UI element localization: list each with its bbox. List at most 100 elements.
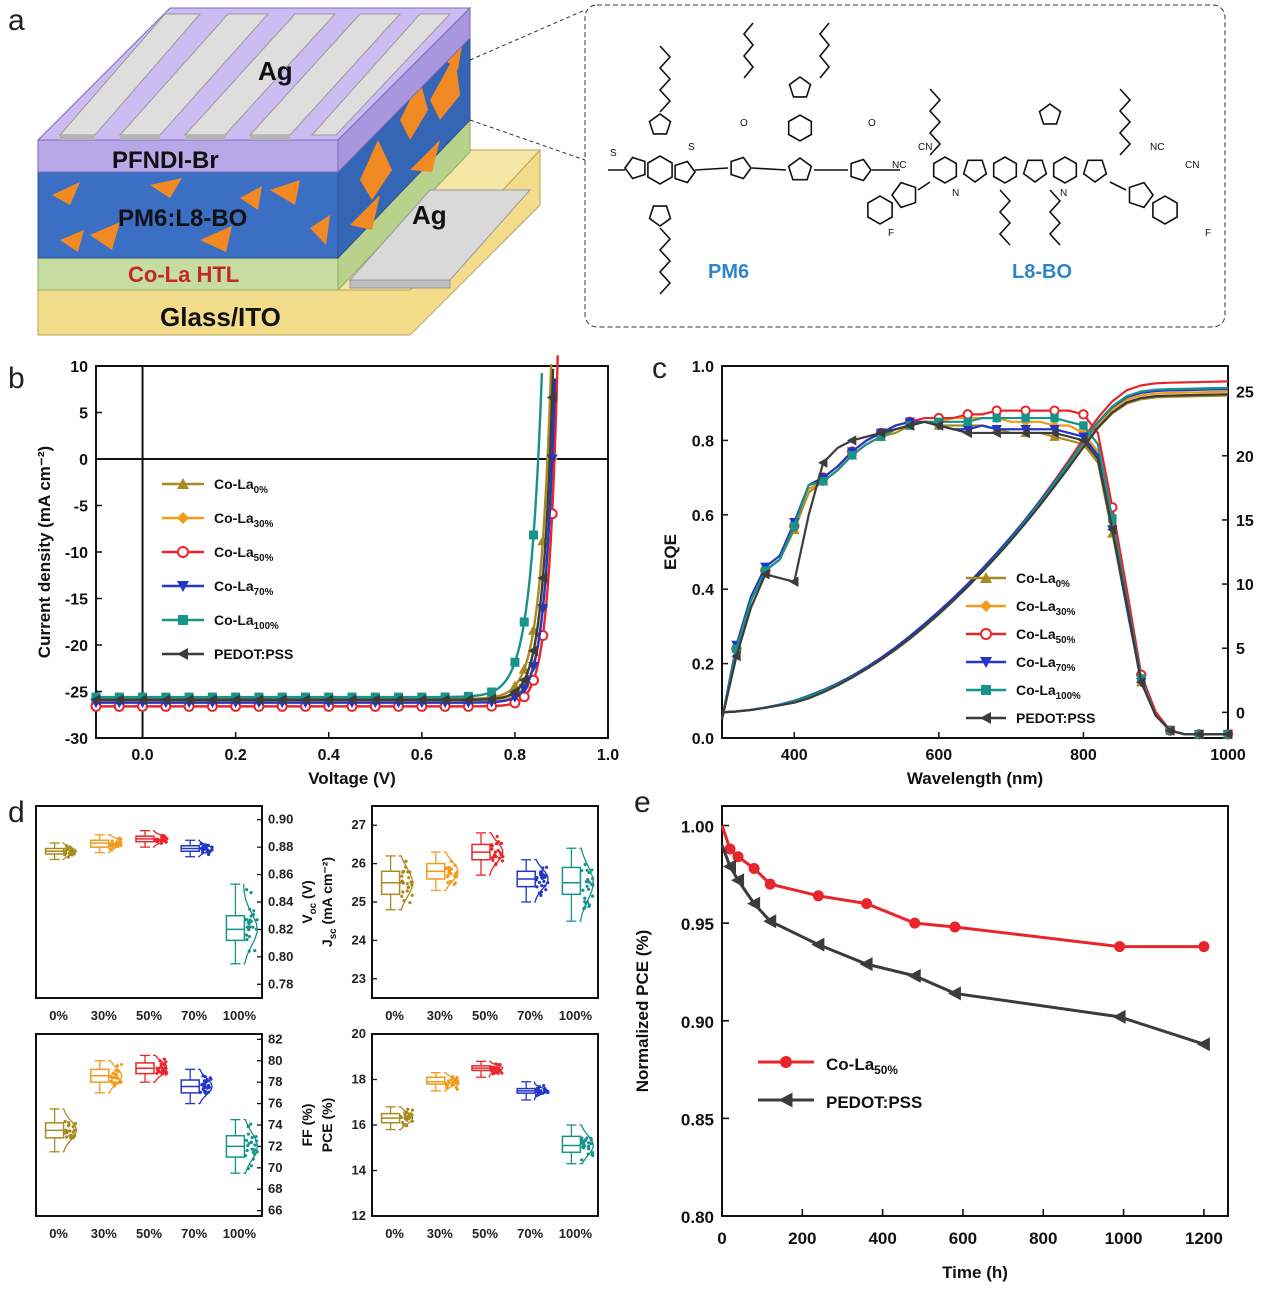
stats-dot-jsc-3-16: [544, 888, 548, 892]
stats-box-voc-2: [135, 830, 169, 848]
violin-pce-2: [488, 1060, 504, 1078]
eqe-point-c100-5: [790, 521, 799, 531]
stats-dot-ff-1-19: [110, 1080, 114, 1084]
eqe-point-pedot-5: [789, 576, 799, 587]
jv-point-c100-20: [529, 530, 539, 540]
stats-ytick-pce-0: 20: [352, 1026, 366, 1041]
stats-box-pce-2: [471, 1060, 504, 1078]
stats-dot-jsc-4-22: [590, 882, 594, 886]
eqe-point-c0-23: [1049, 431, 1060, 441]
stats-xtick-jsc-1: 30%: [427, 1008, 453, 1023]
stats-dot-ff-4-7: [254, 1134, 258, 1139]
stats-dot-pce-3-4: [542, 1083, 546, 1088]
stab-ytick-1: 0.95: [681, 915, 714, 934]
stab-point-c50-4: [764, 878, 776, 890]
jv-line-c30: [96, 378, 557, 702]
bond-30: [917, 181, 931, 191]
bond-7: [787, 114, 813, 142]
eqe-chart: 400 600 800 1000 1.0 0.8 0.6 0.4 0.2 0.0 25 20 15 10 5…: [661, 359, 1254, 788]
stab-ytick-4: 0.80: [681, 1208, 714, 1227]
stats-dot-jsc-0-7: [407, 876, 411, 880]
violin-jsc-0: [398, 855, 414, 911]
violin-voc-0: [62, 842, 78, 861]
stats-dot-ff-2-22: [163, 1066, 167, 1070]
bond-29: [1152, 195, 1178, 225]
eqe-point-c50-17: [962, 409, 973, 420]
stats-box-voc-4: [225, 883, 259, 965]
violin-voc-3: [198, 839, 214, 858]
eqe-point-pedot-25: [1078, 435, 1088, 446]
stats-dot-pce-4-10: [580, 1138, 584, 1143]
bond-34: [998, 189, 1012, 246]
eqe-point-pedot-13: [904, 420, 915, 431]
jv-point-pedot-22: [546, 392, 557, 404]
stats-dot-ff-4-23: [245, 1148, 249, 1153]
violin-jsc-1: [443, 851, 459, 892]
eqe-point-c100-7: [819, 477, 828, 486]
eqe-x-axis-label: Wavelength (nm): [907, 769, 1043, 788]
jv-point-pedot-5: [206, 694, 217, 706]
stats-dot-ff-2-23: [159, 1065, 163, 1069]
layer-label-htl: Co-La HTL: [128, 262, 239, 287]
stats-dot-voc-1-18: [117, 841, 121, 845]
stats-dot-jsc-1-13: [450, 867, 454, 871]
stats-dot-ff-0-10: [72, 1128, 76, 1132]
stab-xtick-3: 600: [949, 1229, 977, 1248]
stats-xtick-ff-0: 0%: [49, 1226, 68, 1241]
jv-ytick-5: -15: [65, 592, 88, 609]
eqe-point-c100-3: [761, 566, 770, 575]
eqe-ytick-2: 0.6: [692, 508, 714, 525]
stats-dot-pce-0-10: [403, 1113, 407, 1117]
stats-xtick-ff-1: 30%: [91, 1226, 117, 1241]
eqe-y2tick-0: 25: [1236, 385, 1254, 402]
eqe-point-c100-11: [876, 432, 886, 441]
stab-point-pedot-1: [723, 859, 737, 874]
eqe-legend-label-c50: Co-La50%: [1016, 626, 1076, 646]
stats-dot-pce-1-14: [455, 1075, 459, 1080]
stats-dot-ff-0-7: [63, 1119, 67, 1124]
stats-dot-ff-4-1: [250, 1135, 254, 1140]
stats-dot-jsc-4-6: [585, 868, 589, 872]
stats-xtick-voc-3: 70%: [181, 1008, 207, 1023]
stats-dot-pce-4-2: [585, 1136, 589, 1140]
stats-dot-jsc-1-23: [453, 881, 457, 885]
jv-xtick-1: 0.2: [225, 747, 247, 764]
stats-ytick-jsc-1: 26: [352, 856, 366, 871]
stats-dot-ff-3-23: [202, 1085, 206, 1089]
jv-ytick-4: -10: [65, 545, 88, 562]
stats-xtick-jsc-2: 50%: [472, 1008, 498, 1023]
stats-dot-ff-0-14: [67, 1121, 71, 1125]
stats-dot-pce-0-6: [410, 1108, 415, 1112]
bond-22: [1022, 159, 1048, 183]
stats-dot-voc-4-6: [252, 909, 256, 913]
stab-legend-label-c50: Co-La50%: [826, 1055, 898, 1077]
eqe-point-pedot-7: [818, 457, 828, 468]
jv-chart: 0.0 0.2 0.4 0.6 0.8 1.0 10 5 0 -5 -10 -15 -20 -25 -30 V…: [35, 355, 619, 788]
jv-x-axis-label: Voltage (V): [308, 769, 396, 788]
stats-dot-pce-0-23: [407, 1116, 411, 1121]
eqe-y-axis-label: EQE: [661, 534, 680, 570]
stats-dot-ff-0-8: [71, 1125, 75, 1129]
stats-dot-jsc-3-23: [539, 869, 544, 874]
violin-ff-4: [243, 1119, 259, 1174]
stats-dot-ff-2-15: [162, 1057, 166, 1061]
stats-ylabel-ff: FF (%): [299, 1104, 315, 1147]
stats-dot-pce-0-15: [406, 1107, 410, 1111]
violin-voc-1: [107, 834, 123, 854]
stab-xtick-6: 1200: [1185, 1229, 1223, 1248]
stats-dot-voc-4-23: [248, 919, 252, 923]
eqe-point-pedot-1: [731, 650, 741, 662]
stats-dot-pce-4-19: [586, 1144, 591, 1148]
stats-dot-pce-4-8: [591, 1154, 595, 1158]
stats-dot-jsc-4-10: [590, 894, 595, 898]
eqe-xtick-0: 400: [781, 747, 808, 764]
stab-ytick-2: 0.90: [681, 1013, 714, 1032]
jv-ytick-1: 5: [79, 406, 88, 423]
atom-11: N: [1060, 188, 1067, 199]
stats-dot-ff-1-7: [114, 1068, 118, 1072]
layer-label-bottom-ag: Ag: [412, 200, 447, 230]
eqe-point-pedot-3: [760, 569, 770, 580]
stats-dot-jsc-2-20: [493, 850, 498, 854]
jv-point-pedot-19: [518, 674, 529, 686]
